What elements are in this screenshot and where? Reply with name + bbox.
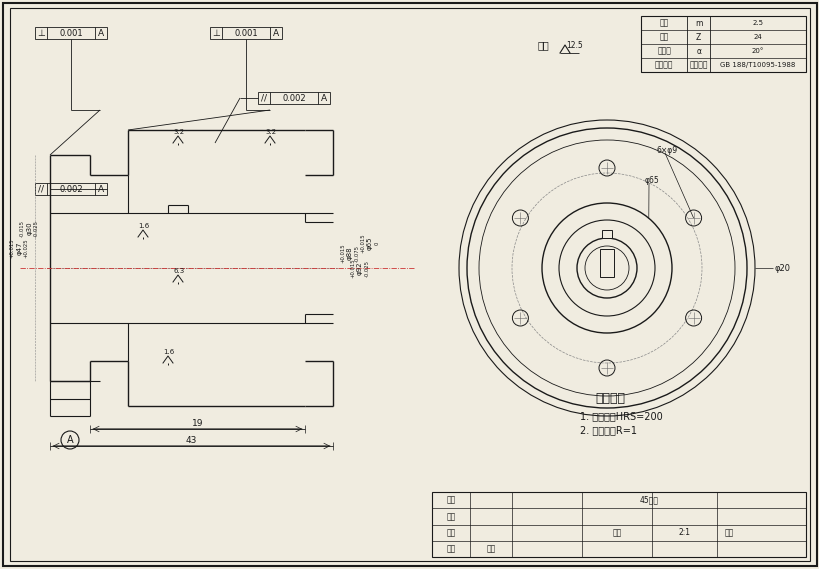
Text: 12.5: 12.5 [566, 40, 582, 50]
Text: φ20: φ20 [774, 263, 790, 273]
Text: -0.075: -0.075 [354, 245, 359, 262]
Text: 0: 0 [374, 241, 379, 245]
Text: 模数: 模数 [658, 19, 668, 27]
Text: A: A [97, 28, 104, 38]
Bar [640, 16, 805, 72]
Text: 1.6: 1.6 [138, 223, 149, 229]
Text: //: // [260, 93, 267, 102]
Bar [128, 361, 305, 406]
Text: ⊥: ⊥ [37, 28, 45, 38]
Text: 1. 渗碳淬硬HRS=200: 1. 渗碳淬硬HRS=200 [579, 411, 662, 421]
Bar [601, 230, 611, 238]
Text: 班级: 班级 [446, 545, 455, 554]
Bar [210, 27, 282, 39]
Text: +0.015: +0.015 [10, 238, 15, 258]
Bar [45, 125, 337, 411]
Text: φ65: φ65 [644, 175, 658, 184]
Text: 齿数: 齿数 [658, 32, 668, 42]
Text: +0.015: +0.015 [360, 233, 365, 253]
Text: +0.015: +0.015 [350, 258, 355, 278]
Text: 6.3: 6.3 [173, 268, 184, 274]
Text: 43: 43 [186, 435, 197, 444]
Text: -0.025: -0.025 [364, 259, 369, 277]
Text: -0.025: -0.025 [34, 220, 38, 237]
Text: 3.2: 3.2 [265, 129, 276, 135]
Text: 沐风网: 沐风网 [450, 280, 490, 300]
Text: 图纸: 图纸 [723, 528, 733, 537]
Text: 6×φ9: 6×φ9 [656, 146, 676, 155]
Text: 3.2: 3.2 [174, 129, 184, 135]
Text: 45号钢: 45号钢 [639, 496, 658, 505]
Text: m: m [695, 19, 702, 27]
Bar [128, 130, 305, 175]
Text: α: α [695, 47, 700, 56]
Text: φ65: φ65 [367, 236, 373, 250]
Bar [600, 249, 613, 277]
Text: 20°: 20° [751, 48, 763, 54]
Text: 单子: 单子 [486, 545, 495, 554]
Text: 设计: 设计 [446, 496, 455, 505]
Text: A: A [273, 28, 278, 38]
Bar [50, 155, 90, 213]
Text: 2.5: 2.5 [752, 20, 762, 26]
Text: -0.015: -0.015 [20, 220, 25, 237]
Text: 精度等级: 精度等级 [654, 60, 672, 69]
Text: 0.001: 0.001 [59, 28, 83, 38]
Text: 校图: 校图 [446, 512, 455, 521]
Text: 19: 19 [192, 419, 203, 427]
Bar [258, 92, 329, 104]
Text: 技术要求: 技术要求 [595, 391, 624, 405]
Text: A: A [66, 435, 73, 445]
Bar [35, 183, 106, 195]
Bar [305, 175, 333, 222]
Text: 0.002: 0.002 [59, 184, 83, 193]
Text: ⊥: ⊥ [212, 28, 219, 38]
Text: //: // [38, 184, 44, 193]
Text: 0.002: 0.002 [282, 93, 305, 102]
Text: 其余: 其余 [536, 40, 548, 50]
Text: Z: Z [695, 32, 700, 42]
Text: φ88: φ88 [346, 246, 352, 260]
Text: φ92: φ92 [356, 261, 363, 275]
Text: 精度等级: 精度等级 [689, 60, 707, 69]
Text: +0.025: +0.025 [24, 238, 29, 258]
Bar [90, 175, 128, 213]
Text: 比例: 比例 [612, 528, 621, 537]
Text: 0.001: 0.001 [234, 28, 257, 38]
Text: φ30: φ30 [27, 221, 33, 235]
Text: www.mfcad.com: www.mfcad.com [418, 302, 521, 315]
Text: φ47: φ47 [17, 241, 23, 255]
Bar [305, 314, 333, 361]
Text: 2:1: 2:1 [677, 528, 690, 537]
Bar [35, 27, 106, 39]
Text: A: A [97, 184, 104, 193]
Bar [50, 323, 90, 381]
Bar [50, 399, 90, 411]
Bar [432, 492, 805, 557]
Text: +0.015: +0.015 [340, 243, 345, 263]
Text: 1.6: 1.6 [163, 349, 174, 355]
Text: 宙查: 宙查 [446, 528, 455, 537]
Bar [90, 323, 128, 361]
Text: GB 188/T10095-1988: GB 188/T10095-1988 [720, 62, 795, 68]
Text: 齿形角: 齿形角 [656, 47, 670, 56]
Text: 2. 未注倒角R=1: 2. 未注倒角R=1 [579, 425, 636, 435]
Text: 24: 24 [753, 34, 762, 40]
Text: A: A [320, 93, 327, 102]
